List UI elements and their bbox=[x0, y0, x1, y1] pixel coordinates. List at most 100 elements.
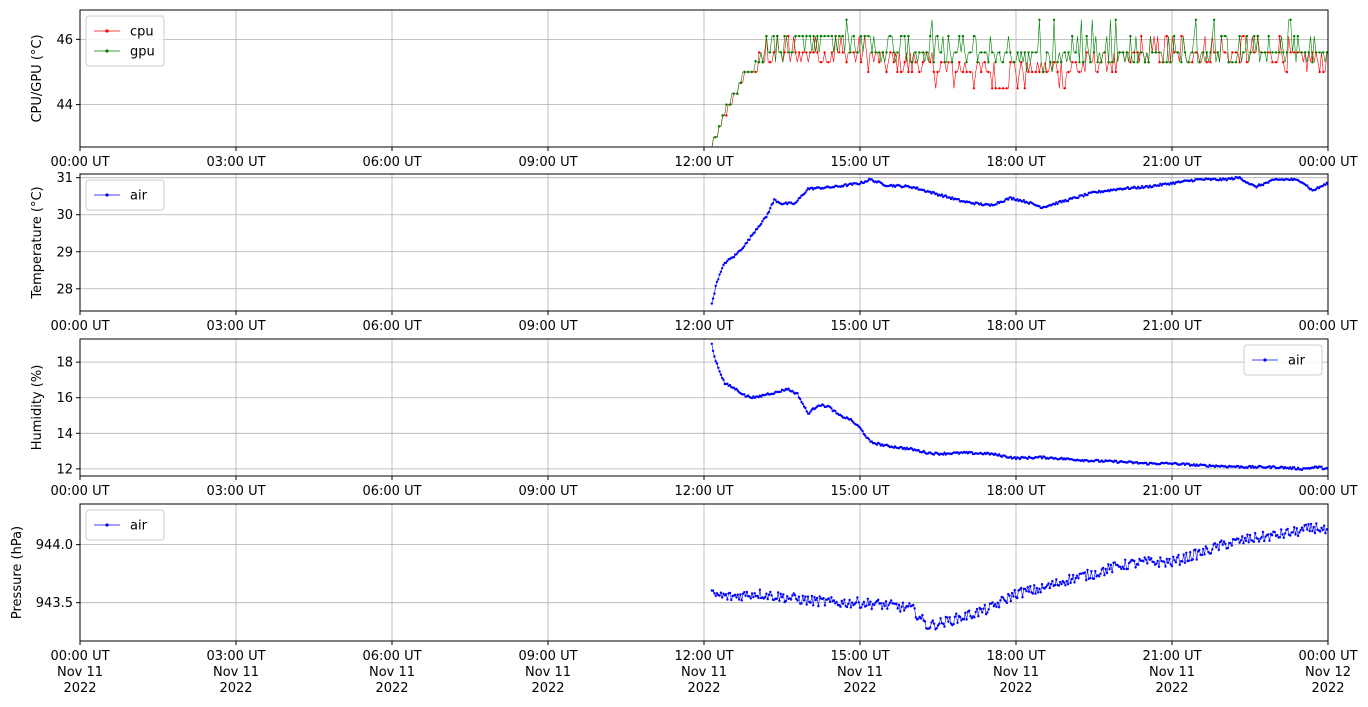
data-point bbox=[910, 447, 914, 450]
data-point bbox=[1311, 529, 1314, 533]
data-point bbox=[997, 606, 1001, 609]
data-point bbox=[776, 34, 779, 38]
data-point bbox=[1062, 581, 1066, 584]
data-point bbox=[779, 592, 782, 595]
data-point bbox=[987, 61, 990, 64]
data-point bbox=[714, 136, 717, 139]
data-point bbox=[1078, 61, 1081, 64]
data-point bbox=[970, 451, 973, 454]
data-point bbox=[1113, 561, 1117, 564]
data-point bbox=[882, 602, 885, 605]
data-point bbox=[715, 362, 719, 365]
data-point bbox=[1085, 51, 1088, 54]
data-point bbox=[724, 261, 728, 264]
data-point bbox=[1129, 61, 1132, 64]
data-point bbox=[1120, 567, 1123, 571]
legend: air bbox=[85, 179, 165, 211]
data-point bbox=[867, 34, 870, 38]
data-point bbox=[1242, 34, 1245, 38]
data-point bbox=[1138, 557, 1141, 561]
data-point bbox=[1114, 18, 1118, 21]
data-point bbox=[841, 34, 844, 38]
data-point bbox=[869, 600, 872, 603]
y-tick-label: 944.0 bbox=[36, 538, 73, 553]
data-point bbox=[1023, 87, 1026, 90]
data-point bbox=[929, 190, 932, 193]
x-tick-label: 06:00 UT bbox=[362, 649, 421, 664]
data-point bbox=[1238, 61, 1241, 64]
data-point bbox=[866, 597, 869, 600]
data-point bbox=[1253, 51, 1256, 54]
data-point bbox=[1118, 51, 1121, 54]
data-point bbox=[839, 605, 842, 608]
x-tick-label: 03:00 UT bbox=[206, 649, 265, 664]
data-point bbox=[1165, 34, 1169, 38]
data-point bbox=[848, 598, 851, 602]
data-point bbox=[1078, 70, 1081, 74]
data-point bbox=[756, 594, 759, 598]
data-point bbox=[938, 622, 941, 625]
data-point bbox=[1088, 576, 1092, 580]
data-point bbox=[1038, 18, 1041, 21]
data-point bbox=[1055, 578, 1058, 581]
data-point bbox=[805, 51, 808, 54]
data-point bbox=[859, 34, 863, 38]
data-point bbox=[1252, 540, 1256, 543]
data-point bbox=[1176, 51, 1179, 54]
data-point bbox=[1101, 566, 1105, 570]
data-point bbox=[1256, 537, 1260, 541]
data-point bbox=[758, 224, 762, 227]
data-point bbox=[1307, 523, 1310, 526]
series-line-cpu bbox=[711, 34, 1328, 147]
data-point bbox=[1170, 565, 1174, 568]
data-point bbox=[750, 70, 753, 74]
data-point bbox=[1290, 467, 1293, 471]
legend: cpu gpu bbox=[85, 15, 165, 67]
data-point bbox=[1001, 61, 1005, 64]
data-point bbox=[812, 604, 815, 607]
data-point bbox=[936, 624, 940, 627]
data-point bbox=[936, 34, 939, 38]
data-point bbox=[1048, 586, 1052, 590]
data-point bbox=[1315, 187, 1318, 191]
data-point bbox=[768, 51, 772, 54]
data-point bbox=[757, 61, 761, 64]
data-point bbox=[1204, 545, 1208, 548]
data-point bbox=[1133, 559, 1136, 563]
data-point bbox=[728, 591, 732, 595]
data-point bbox=[1267, 51, 1270, 54]
data-point bbox=[1282, 536, 1286, 539]
series-line-air bbox=[710, 522, 1328, 631]
data-point bbox=[830, 596, 833, 599]
data-point bbox=[1187, 462, 1191, 466]
data-point bbox=[827, 597, 830, 600]
data-point bbox=[794, 34, 797, 38]
data-point bbox=[1194, 548, 1197, 551]
data-point bbox=[1322, 70, 1325, 74]
data-point bbox=[885, 70, 888, 74]
data-point bbox=[1003, 200, 1006, 203]
data-point bbox=[1081, 61, 1085, 64]
y-axis-label: Humidity (%) bbox=[30, 365, 45, 451]
data-point bbox=[940, 193, 944, 196]
data-point bbox=[800, 400, 803, 404]
data-point bbox=[1246, 533, 1249, 536]
data-point bbox=[1008, 594, 1011, 597]
data-point bbox=[1267, 181, 1270, 184]
data-point bbox=[1152, 560, 1156, 564]
data-point bbox=[1220, 34, 1223, 38]
data-point bbox=[1162, 61, 1165, 64]
data-point bbox=[1109, 563, 1113, 567]
data-point bbox=[1278, 51, 1281, 54]
data-point bbox=[1180, 61, 1183, 64]
data-point bbox=[892, 61, 895, 64]
data-point bbox=[1023, 587, 1027, 591]
data-point bbox=[726, 598, 729, 601]
data-point bbox=[998, 51, 1001, 54]
data-point bbox=[794, 51, 797, 54]
data-point bbox=[1224, 542, 1227, 545]
data-point bbox=[728, 103, 732, 106]
data-point bbox=[867, 70, 870, 74]
data-point bbox=[793, 593, 797, 597]
data-point bbox=[995, 605, 998, 608]
